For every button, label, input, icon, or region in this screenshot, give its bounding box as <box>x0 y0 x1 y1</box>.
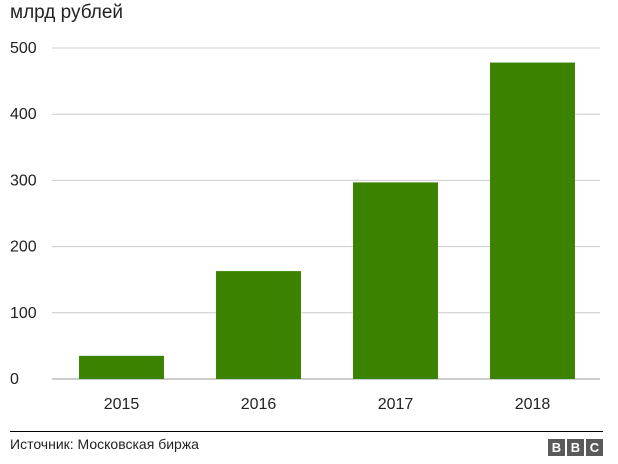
bar-chart: 0 100 200 300 400 500 2015 2016 2017 2018 <box>10 40 600 413</box>
y-axis-unit-label: млрд рублей <box>10 2 124 23</box>
bar-2017 <box>353 182 438 379</box>
y-tick-label: 200 <box>10 239 37 256</box>
logo-letter: C <box>586 439 603 456</box>
bars <box>79 62 575 380</box>
y-tick-label: 400 <box>10 106 37 123</box>
bar-2018 <box>490 62 575 380</box>
source-note: Источник: Московская биржа <box>10 436 199 452</box>
bbc-logo: B B C <box>548 439 603 456</box>
x-tick-label: 2018 <box>515 396 551 413</box>
y-tick-label: 300 <box>10 172 37 189</box>
x-axis-ticks: 2015 2016 2017 2018 <box>104 396 551 413</box>
x-tick-label: 2015 <box>104 396 140 413</box>
x-tick-label: 2016 <box>241 396 277 413</box>
y-axis-ticks: 0 100 200 300 400 500 <box>10 40 37 388</box>
y-tick-label: 100 <box>10 305 37 322</box>
y-tick-label: 0 <box>10 371 19 388</box>
logo-letter: B <box>567 439 584 456</box>
y-tick-label: 500 <box>10 40 37 57</box>
x-tick-label: 2017 <box>378 396 414 413</box>
bar-2015 <box>79 355 164 379</box>
bar-2016 <box>216 271 301 379</box>
footer-divider <box>10 431 603 432</box>
logo-letter: B <box>548 439 565 456</box>
